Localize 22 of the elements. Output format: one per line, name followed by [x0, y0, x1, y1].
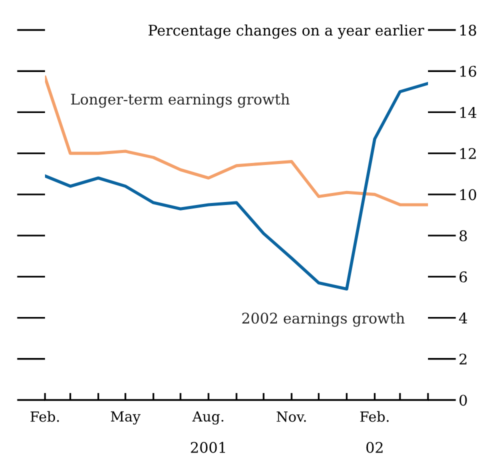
y-tick-label: 6	[460, 271, 467, 282]
y-tick-label: 4	[459, 312, 468, 324]
text: 2002 earnings growth	[242, 312, 405, 327]
x-tick-label: Aug.	[192, 411, 224, 425]
x-tick-label: Nov.	[276, 412, 306, 422]
text: 2001	[190, 442, 225, 453]
y-tick-label: 0	[460, 394, 467, 406]
y-tick-label: 18	[460, 24, 476, 36]
y-tick-label: 14	[460, 106, 476, 118]
y-tick-label: 10	[460, 189, 476, 200]
x-tick-label: Feb.	[30, 411, 59, 422]
x-tick-label: May	[110, 411, 141, 425]
line-series	[45, 76, 428, 206]
series-label: Longer-term earnings growth	[71, 93, 290, 108]
y-tick-label: 12	[460, 148, 476, 159]
y-tick-label: 2	[460, 354, 466, 364]
y-axis-title: Percentage changes on a year earlier	[148, 24, 424, 39]
y-tick-label: 8	[460, 230, 467, 242]
text: 02	[366, 442, 383, 453]
line-series	[45, 82, 428, 291]
x-tick-label: Feb.	[360, 411, 389, 422]
y-tick-label: 16	[460, 66, 476, 77]
